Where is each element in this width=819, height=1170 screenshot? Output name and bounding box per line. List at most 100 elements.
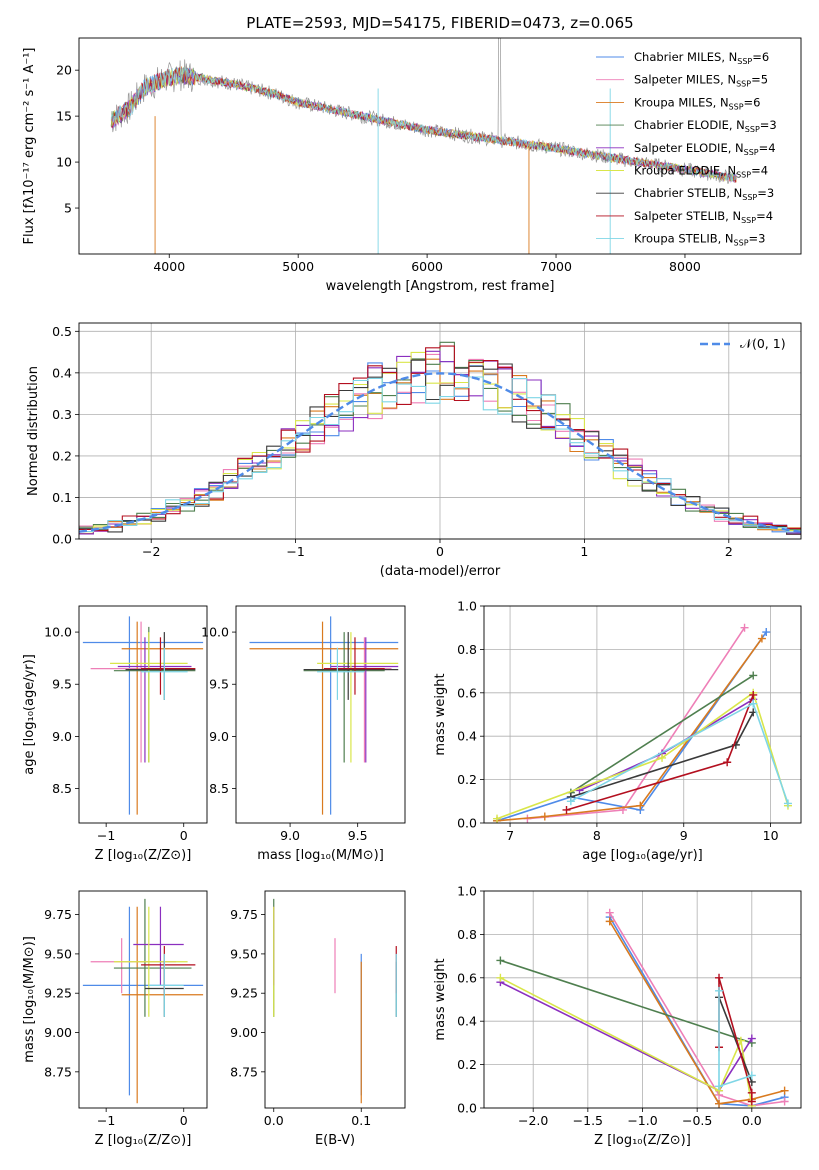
x-axis-label: E(B-V) [315, 1133, 355, 1148]
y-tick-label-4: 9.75 [44, 907, 72, 922]
x-tick-label-1: −1.5 [573, 1113, 603, 1128]
spectrum-series-8 [110, 67, 737, 182]
plot-frame [235, 605, 406, 824]
y-tick-label-1: 0.2 [457, 772, 477, 787]
weight-line-3 [500, 959, 753, 1044]
x-tick-label-0: −2 [142, 544, 160, 559]
weight-marker-7-2 [749, 690, 758, 699]
x-tick-label-1: −1 [286, 544, 304, 559]
y-tick-label-3: 0.3 [52, 407, 72, 422]
x-tick-label-3: −0.5 [682, 1113, 712, 1128]
weight-vs-age-series [493, 623, 792, 823]
x-tick-label-1: 0 [180, 828, 188, 843]
y-axis-label: age [log₁₀(age/yr)] [22, 654, 37, 775]
weight-marker-2-2 [636, 801, 645, 810]
x-axis-label: Z [log₁₀(Z/Z⊙)] [594, 1133, 691, 1148]
x-axis-label: Z [log₁₀(Z/Z⊙)] [95, 848, 192, 863]
x-tick-label-3: 10 [763, 828, 779, 843]
y-tick-label-2: 9.25 [44, 986, 72, 1001]
legend-label-1: Salpeter MILES, NSSP=5 [634, 73, 768, 89]
weight-marker-8-1 [749, 699, 758, 708]
weight-marker-3-1 [749, 671, 758, 680]
x-axis-label: wavelength [Angstrom, rest frame] [326, 279, 555, 294]
residuals-panel: −2 −1 0 1 2 0.0 0.1 0.2 0.3 0.4 0.5 (data-model)/er… [26, 322, 802, 579]
x-tick-label-4: 2 [725, 544, 733, 559]
legend-label-6: Chabrier STELIB, NSSP=3 [634, 186, 774, 202]
weight-marker-7-1 [715, 973, 724, 982]
mass-vs-z-panel: −1 0 8.75 9.00 9.25 9.50 9.75 Z [log₁₀(Z/Z⊙)] ma… [22, 890, 208, 1148]
y-tick-label-3: 20 [56, 63, 72, 78]
plot-frame [78, 605, 208, 824]
x-axis-label: mass [log₁₀(M/M⊙)] [257, 848, 384, 863]
legend-label-7: Salpeter STELIB, NSSP=4 [634, 209, 773, 225]
x-tick-label-4: 8000 [669, 259, 701, 274]
weight-marker-1-0 [605, 908, 614, 917]
y-tick-label-4: 0.4 [52, 365, 72, 380]
spectrum-lines [110, 38, 737, 254]
y-tick-label-3: 9.50 [230, 946, 258, 961]
y-tick-label-4: 0.8 [457, 927, 477, 942]
weight-line-0 [609, 916, 785, 1107]
y-axis-label: mass weight [433, 958, 448, 1040]
normal-curve [79, 372, 801, 533]
weight-marker-2-3 [780, 1086, 789, 1095]
weight-marker-8-0 [715, 986, 724, 995]
weight-marker-8-2 [783, 799, 792, 808]
mass-vs-ebv-points [273, 898, 397, 1104]
legend-label-5: Kroupa ELODIE, NSSP=4 [634, 164, 768, 180]
weight-marker-0-3 [762, 628, 771, 637]
weight-marker-7-0 [562, 805, 571, 814]
x-axis-label: (data-model)/error [380, 564, 501, 579]
legend-label-4: Salpeter ELODIE, NSSP=4 [634, 141, 776, 157]
weight-marker-2-3 [757, 634, 766, 643]
weight-line-6 [718, 997, 753, 1083]
x-tick-label-2: −1.0 [627, 1113, 657, 1128]
weight-marker-1-2 [740, 623, 749, 632]
weight-marker-5-0 [493, 814, 502, 823]
x-tick-label-0: 9.0 [280, 828, 300, 843]
weight-vs-z-series [496, 908, 789, 1108]
y-tick-label-2: 0.4 [457, 729, 477, 744]
y-tick-label-0: 8.75 [44, 1064, 72, 1079]
weight-line-0 [496, 631, 767, 822]
x-tick-label-0: 4000 [153, 259, 185, 274]
y-axis-label: Flux [fλ10⁻¹⁷ erg cm⁻² s⁻¹ A⁻¹] [22, 48, 37, 245]
x-tick-label-1: 0 [180, 1113, 188, 1128]
mass-vs-ebv-panel: 0.0 0.1 8.75 9.00 9.25 9.50 9.75 E(B-V) [230, 890, 406, 1148]
weight-marker-2-1 [540, 812, 549, 821]
histogram-series-6 [79, 359, 801, 535]
weight-marker-7-1 [723, 758, 732, 767]
plot-frame [483, 605, 802, 824]
figure-title: PLATE=2593, MJD=54175, FIBERID=0473, z=0… [246, 14, 633, 32]
weight-marker-8-0 [566, 797, 575, 806]
y-tick-label-1: 9.00 [44, 1025, 72, 1040]
y-tick-label-1: 9.0 [52, 729, 72, 744]
x-tick-label-2: 9 [680, 828, 688, 843]
y-tick-label-3: 10.0 [44, 625, 72, 640]
weight-marker-7-3 [747, 1097, 756, 1106]
x-axis-label: age [log₁₀(age/yr)] [582, 848, 703, 863]
x-tick-label-4: 0.0 [742, 1113, 762, 1128]
weight-marker-5-0 [496, 973, 505, 982]
weight-marker-7-2 [747, 1088, 756, 1097]
x-tick-label-0: 7 [506, 828, 514, 843]
age-vs-z-points [82, 616, 204, 815]
y-tick-label-0: 8.5 [52, 781, 72, 796]
y-tick-label-1: 10 [56, 155, 72, 170]
x-tick-label-1: 5000 [282, 259, 314, 274]
x-tick-label-1: 9.5 [348, 828, 368, 843]
plot-frame [78, 322, 802, 540]
y-tick-label-3: 10.0 [201, 625, 229, 640]
y-tick-label-1: 0.1 [52, 490, 72, 505]
y-tick-label-2: 0.4 [457, 1014, 477, 1029]
y-tick-label-2: 9.5 [52, 677, 72, 692]
y-tick-label-4: 0.8 [457, 642, 477, 657]
x-tick-label-0: −1 [97, 828, 115, 843]
legend-label-normal: 𝒩(0, 1) [740, 336, 786, 351]
spectrum-panel: 4000 5000 6000 7000 8000 5 10 15 20 wavelength [A… [22, 37, 802, 294]
x-tick-label-3: 1 [580, 544, 588, 559]
x-tick-label-3: 7000 [540, 259, 572, 274]
mass-vs-z-points [82, 898, 204, 1104]
x-tick-label-1: 8 [593, 828, 601, 843]
